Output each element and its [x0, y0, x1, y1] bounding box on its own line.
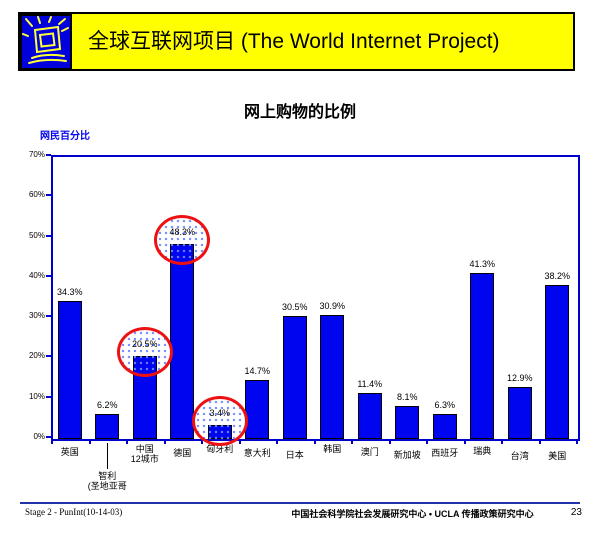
- bar: [170, 244, 195, 439]
- bar-value-label: 34.3%: [56, 286, 83, 297]
- category-label: 台湾: [510, 451, 529, 461]
- bar-value-label: 6.3%: [434, 399, 455, 410]
- bar-value-label: 14.7%: [244, 365, 271, 376]
- bar: [507, 387, 532, 439]
- bar-value-label: 30.5%: [281, 302, 308, 313]
- bar-value-label: 6.2%: [96, 400, 118, 411]
- x-tick-mark: [126, 439, 128, 444]
- bar-value-label: 48.3%: [169, 227, 196, 238]
- y-tick-mark: [46, 234, 51, 237]
- bar: [357, 393, 382, 439]
- y-tick-label: 20%: [28, 351, 45, 361]
- category-label: 匈牙利: [206, 444, 234, 454]
- bar: [545, 285, 570, 439]
- bar-value-label: 8.1%: [396, 392, 418, 403]
- category-label: 澳门: [360, 447, 379, 457]
- x-tick-mark: [501, 439, 503, 444]
- category-label: 美国: [548, 451, 567, 461]
- bar-value-label: 20.5%: [131, 339, 158, 350]
- category-label: 德国: [173, 448, 192, 458]
- y-tick-label: 0%: [33, 432, 45, 441]
- y-tick-mark: [46, 194, 51, 197]
- x-tick-mark: [463, 439, 466, 444]
- bar: [95, 414, 120, 439]
- category-label: 日本: [285, 450, 304, 460]
- footer-center-text: 中国社会科学院社会发展研究中心 • UCLA 传播政策研究中心: [291, 509, 534, 519]
- bar: [282, 316, 307, 439]
- annotation-circle: [116, 327, 173, 378]
- y-tick-label: 60%: [28, 190, 45, 200]
- x-tick-mark: [426, 439, 428, 444]
- bar-value-label: 3.4%: [209, 408, 230, 419]
- bar-value-label: 30.9%: [319, 300, 346, 311]
- x-tick-mark: [576, 439, 578, 444]
- y-tick-mark: [46, 395, 51, 398]
- y-tick-mark: [46, 315, 51, 318]
- shining-monitor-icon: [20, 14, 72, 70]
- page-number: 23: [570, 507, 582, 518]
- category-label: 瑞典: [473, 446, 492, 456]
- y-tick-label: 50%: [28, 230, 45, 240]
- y-tick-label: 40%: [28, 270, 45, 280]
- x-tick-mark: [313, 439, 316, 444]
- x-tick-mark: [88, 439, 91, 444]
- chart-title: 网上购物的比例: [243, 104, 356, 121]
- y-tick-label: 30%: [28, 311, 45, 321]
- bar: [245, 379, 270, 439]
- category-label: 韩国: [323, 444, 342, 454]
- category-label: 新加坡: [393, 450, 421, 460]
- bar: [320, 314, 345, 439]
- x-tick-mark: [351, 439, 353, 444]
- y-tick-mark: [46, 274, 51, 277]
- bar-value-label: 38.2%: [544, 271, 571, 282]
- bar-value-label: 41.3%: [469, 258, 496, 269]
- x-tick-mark: [388, 439, 391, 444]
- category-label: 英国: [60, 447, 79, 457]
- footer-left-text: Stage 2 - PunInt(10-14-03): [25, 507, 123, 517]
- y-axis-label: 网民百分比: [40, 131, 90, 142]
- bar: [57, 300, 82, 439]
- bar-value-label: 12.9%: [506, 373, 533, 384]
- x-tick-mark: [276, 439, 278, 444]
- footer-divider: [20, 502, 580, 504]
- y-tick-mark: [46, 436, 51, 438]
- y-tick-mark: [46, 355, 51, 358]
- header-title: 全球互联网项目 (The World Internet Project): [88, 30, 500, 53]
- y-tick-label: 10%: [28, 391, 45, 401]
- bar: [395, 406, 420, 439]
- category-label: 意大利: [243, 448, 271, 458]
- annotation-circle: [154, 215, 211, 266]
- x-tick-mark: [163, 439, 166, 444]
- header-banner: [18, 12, 575, 71]
- y-tick-mark: [46, 154, 51, 156]
- x-tick-mark: [238, 439, 241, 444]
- category-label: 西班牙: [431, 448, 459, 458]
- y-tick-label: 70%: [28, 150, 45, 159]
- bar-value-label: 11.4%: [357, 379, 383, 390]
- x-tick-mark: [538, 439, 541, 444]
- x-tick-mark: [51, 439, 53, 444]
- category-label: 智利 (圣地亚哥: [87, 471, 127, 492]
- bar: [432, 413, 457, 439]
- category-leader-line: [107, 443, 109, 469]
- category-label: 中国 12城市: [130, 444, 159, 465]
- bar: [470, 272, 495, 439]
- annotation-circle: [191, 396, 248, 447]
- x-tick-mark: [201, 439, 203, 444]
- plot-area: [51, 155, 580, 441]
